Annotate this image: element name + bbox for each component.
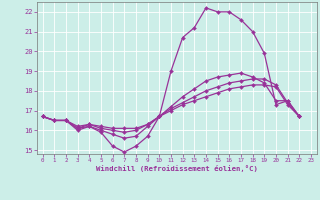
- X-axis label: Windchill (Refroidissement éolien,°C): Windchill (Refroidissement éolien,°C): [96, 165, 258, 172]
